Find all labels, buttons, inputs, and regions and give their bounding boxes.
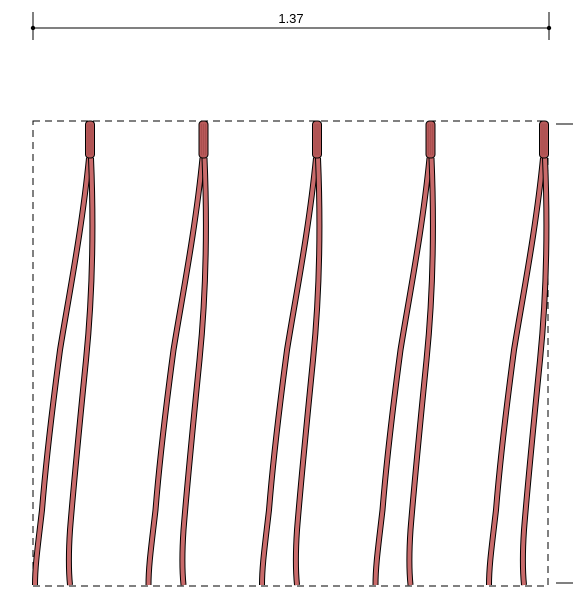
strand: [486, 120, 550, 586]
strand: [145, 120, 209, 586]
strand-right-leg: [519, 157, 550, 586]
strand-right-leg: [65, 157, 96, 586]
strand-left-leg: [372, 157, 433, 586]
dimension-end-dot-right: [546, 25, 552, 31]
boundary-box: [32, 120, 549, 587]
dimension-line: 1.37: [30, 11, 552, 40]
strand-left-leg: [259, 157, 319, 586]
strand-left-leg: [486, 157, 546, 586]
strand: [372, 120, 436, 586]
strand-left-leg: [32, 157, 92, 586]
dimension-end-dot-left: [30, 25, 36, 31]
strand-left-leg: [145, 157, 206, 586]
strands-group: [32, 120, 550, 586]
dimension-label: 1.37: [278, 11, 303, 26]
strand-right-leg: [406, 157, 436, 586]
strand: [32, 120, 96, 586]
strand: [259, 120, 323, 586]
strand-right-leg: [292, 157, 323, 586]
strand-right-leg: [179, 157, 209, 586]
